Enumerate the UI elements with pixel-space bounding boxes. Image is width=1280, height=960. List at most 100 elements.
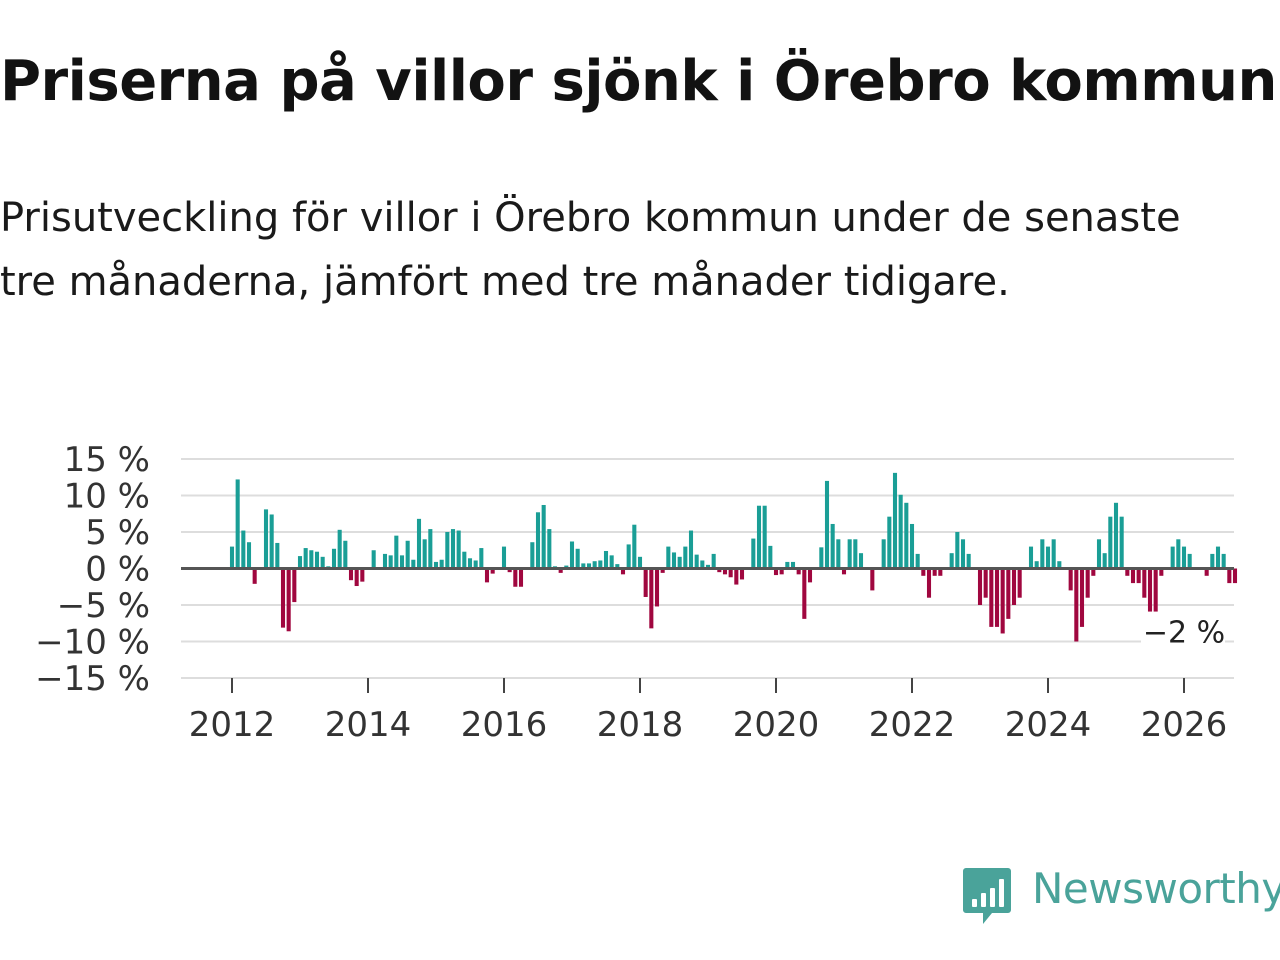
- bar: [360, 568, 365, 582]
- bar: [1227, 568, 1232, 584]
- x-tick-label: 2020: [733, 705, 820, 745]
- bar: [518, 568, 524, 587]
- bar: [836, 539, 841, 569]
- bar: [1034, 561, 1039, 569]
- bar: [490, 568, 495, 574]
- bar: [1142, 568, 1147, 598]
- y-tick-label: −5 %: [57, 586, 150, 626]
- bar: [405, 540, 410, 569]
- bar: [637, 556, 643, 569]
- bar: [445, 532, 450, 569]
- bar: [535, 512, 541, 569]
- bar: [1119, 516, 1124, 569]
- bar: [297, 556, 303, 569]
- bar: [575, 548, 580, 569]
- bar: [983, 568, 988, 598]
- x-axis: 2012 2014 2016 2018 2020 2022 2024 2026: [181, 677, 1234, 745]
- bar: [1187, 553, 1192, 569]
- y-tick-label: −10 %: [35, 623, 150, 663]
- bar: [241, 530, 246, 569]
- bar: [422, 539, 427, 569]
- bar: [660, 568, 665, 573]
- bar: [1153, 568, 1158, 613]
- bar: [586, 563, 592, 569]
- bar: [938, 568, 943, 576]
- bar: [479, 548, 484, 569]
- bar: [626, 544, 631, 569]
- bar: [569, 541, 575, 569]
- bar: [858, 553, 864, 569]
- bar: [711, 553, 716, 569]
- bar: [649, 568, 654, 629]
- bar: [229, 546, 235, 569]
- bar: [286, 568, 291, 632]
- bar: [615, 564, 620, 569]
- bar: [762, 505, 767, 569]
- bar: [960, 539, 966, 569]
- bar: [394, 535, 399, 569]
- bar: [433, 561, 439, 569]
- bar: [507, 568, 512, 573]
- bar: [501, 546, 507, 569]
- bar: [456, 530, 461, 569]
- page-title: Priserna på villor sjönk i Örebro kommun: [0, 49, 1277, 114]
- bar: [292, 568, 297, 603]
- bar: [768, 545, 773, 569]
- bar: [343, 540, 348, 569]
- bar: [734, 568, 739, 585]
- bar: [1091, 568, 1096, 576]
- bar: [428, 529, 433, 569]
- bar: [473, 560, 478, 569]
- bar: [598, 560, 603, 569]
- bar: [915, 553, 920, 569]
- bar: [1017, 568, 1022, 598]
- bar: [694, 554, 699, 569]
- bar: [541, 504, 546, 569]
- bar: [830, 523, 835, 569]
- bar: [309, 550, 314, 569]
- bar: [388, 555, 393, 569]
- bar: [603, 550, 609, 569]
- bar: [269, 514, 274, 569]
- bar: [847, 539, 852, 569]
- x-tick-label: 2026: [1141, 705, 1228, 745]
- x-tick-label: 2022: [869, 705, 956, 745]
- bar: [677, 556, 682, 569]
- bar: [592, 561, 597, 569]
- bar: [1011, 568, 1017, 605]
- bar: [1130, 568, 1136, 584]
- bar: [728, 568, 733, 578]
- bar: [1136, 568, 1141, 584]
- bar: [994, 568, 1000, 627]
- x-tick-label: 2012: [189, 705, 276, 745]
- bar: [739, 568, 745, 580]
- bar: [756, 505, 762, 569]
- bar: [1079, 568, 1085, 627]
- bar: [1181, 546, 1187, 569]
- bar: [1215, 546, 1221, 569]
- y-tick-label: 0 %: [85, 550, 150, 590]
- bar-chart-speech-bubble-icon: [963, 868, 1011, 924]
- bar: [1159, 568, 1164, 576]
- bar: [654, 568, 660, 607]
- bar: [513, 568, 518, 587]
- last-value-label-bg: [1141, 611, 1225, 652]
- bar: [824, 480, 830, 569]
- bar: [705, 564, 711, 569]
- bar: [467, 558, 473, 569]
- bar: [450, 529, 456, 569]
- bar: [581, 563, 586, 569]
- bar: [1085, 568, 1090, 598]
- bar: [1051, 539, 1056, 569]
- bar: [802, 568, 807, 619]
- bar: [303, 548, 308, 569]
- bar: [853, 539, 858, 569]
- bar: [235, 479, 240, 569]
- bar: [700, 560, 705, 569]
- bar: [558, 568, 563, 573]
- bar: [530, 542, 535, 569]
- bar: [966, 553, 971, 569]
- bar: [547, 529, 552, 569]
- bar: [609, 555, 614, 569]
- last-value-label: −2 %: [1143, 616, 1225, 651]
